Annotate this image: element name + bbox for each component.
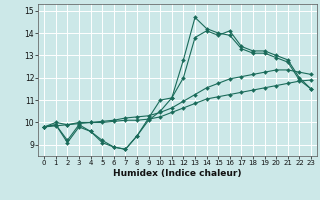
X-axis label: Humidex (Indice chaleur): Humidex (Indice chaleur) [113,169,242,178]
